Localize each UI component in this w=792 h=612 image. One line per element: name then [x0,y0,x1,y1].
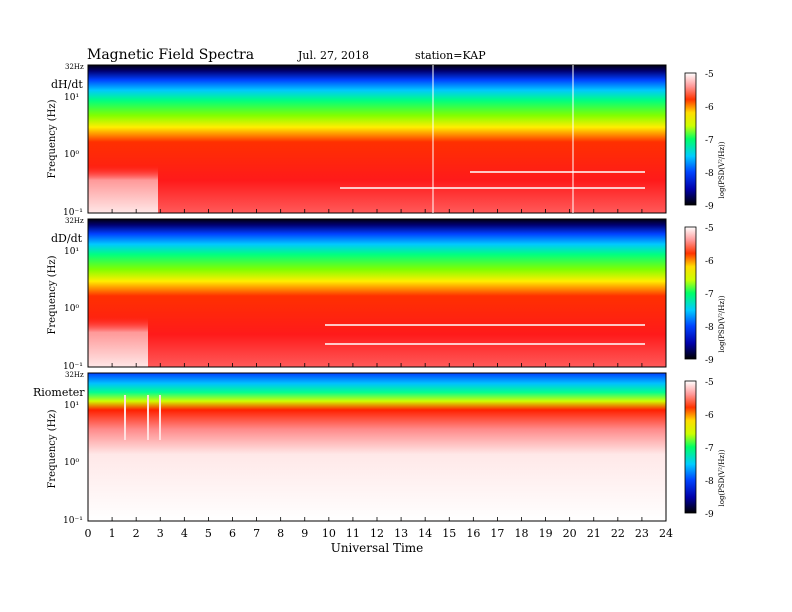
colorbar-tick: -6 [705,103,714,113]
colorbar-tick: -9 [705,202,714,212]
colorbar-riometer [684,380,697,514]
colorbar-tick: -7 [705,290,714,300]
x-tick-label: 0 [85,527,92,540]
x-tick-label: 2 [133,527,140,540]
colorbar-tick: -9 [705,510,714,520]
top-freq-label: 32Hz [65,371,84,379]
y-tick-label: 10⁻¹ [63,516,83,526]
panel-riometer: Riometer 32Hz Frequency (Hz) 10¹ 10⁰ 10⁻… [33,371,726,526]
activity-patch-dhdt [88,140,158,213]
panel-label-dhdt: dH/dt [51,78,83,91]
station-label: station=KAP [415,49,486,62]
x-tick-label: 12 [370,527,384,540]
x-tick-label: 3 [157,527,164,540]
y-axis-label: Frequency (Hz) [47,99,58,178]
x-tick-label: 20 [563,527,577,540]
x-tick-label: 5 [205,527,212,540]
x-tick-label: 8 [277,527,284,540]
y-tick-label: 10¹ [64,401,79,411]
x-tick-label: 6 [229,527,236,540]
y-axis-label: Frequency (Hz) [47,409,58,488]
x-axis: 0 1 2 3 4 5 6 7 8 9 10 11 12 13 14 15 16 17 18 19 20 21 22 23 24 [85,209,673,540]
figure-date: Jul. 27, 2018 [297,49,369,62]
colorbar-tick: -8 [705,169,714,179]
x-tick-label: 1 [109,527,116,540]
spectrogram-dddt [88,219,666,367]
colorbar-tick: -5 [705,70,714,80]
x-tick-label: 23 [635,527,649,540]
x-tick-label: 18 [515,527,529,540]
activity-patch-dddt [88,290,148,367]
x-tick-label: 14 [418,527,432,540]
panel-label-riometer: Riometer [33,386,85,399]
x-tick-label: 9 [301,527,308,540]
x-axis-label: Universal Time [331,541,424,555]
x-tick-label: 16 [466,527,480,540]
colorbar-tick: -9 [705,356,714,366]
colorbar-tick: -5 [705,224,714,234]
colorbar-dddt [684,226,697,360]
x-tick-label: 15 [442,527,456,540]
x-tick-label: 11 [346,527,360,540]
x-tick-label: 7 [253,527,260,540]
x-tick-label: 17 [490,527,504,540]
y-tick-label: 10¹ [64,247,79,257]
y-tick-label: 10⁻¹ [63,362,83,372]
colorbar-tick: -7 [705,136,714,146]
colorbar-dhdt [684,72,697,206]
x-tick-label: 4 [181,527,188,540]
panel-dddt: dD/dt 32Hz Frequency (Hz) 10¹ 10⁰ 10⁻¹ -… [47,217,726,372]
colorbar-tick: -7 [705,444,714,454]
colorbar-tick: -5 [705,378,714,388]
x-tick-label: 22 [611,527,625,540]
colorbar-label: log(PSD(V²/Hz)) [718,449,726,506]
colorbar-label: log(PSD(V²/Hz)) [718,295,726,352]
y-axis-label: Frequency (Hz) [47,255,58,334]
spectrogram-riometer [88,373,666,521]
top-freq-label: 32Hz [65,217,84,225]
x-tick-label: 13 [394,527,408,540]
y-tick-label: 10⁰ [64,304,79,314]
y-tick-label: 10⁰ [64,150,79,160]
x-tick-label: 10 [322,527,336,540]
colorbar-tick: -8 [705,323,714,333]
colorbar-tick: -6 [705,411,714,421]
y-tick-label: 10¹ [64,93,79,103]
y-tick-label: 10⁻¹ [63,208,83,218]
panel-dhdt: dH/dt 32Hz Frequency (Hz) 10¹ 10⁰ 10⁻¹ -… [47,63,726,218]
y-tick-label: 10⁰ [64,458,79,468]
top-freq-label: 32Hz [65,63,84,71]
colorbar-tick: -6 [705,257,714,267]
spectrogram-dhdt [88,65,666,213]
x-tick-label: 24 [659,527,673,540]
x-tick-label: 19 [539,527,553,540]
panel-label-dddt: dD/dt [51,232,83,245]
x-tick-label: 21 [587,527,601,540]
colorbar-tick: -8 [705,477,714,487]
colorbar-label: log(PSD(V²/Hz)) [718,141,726,198]
figure-title: Magnetic Field Spectra [87,47,254,63]
